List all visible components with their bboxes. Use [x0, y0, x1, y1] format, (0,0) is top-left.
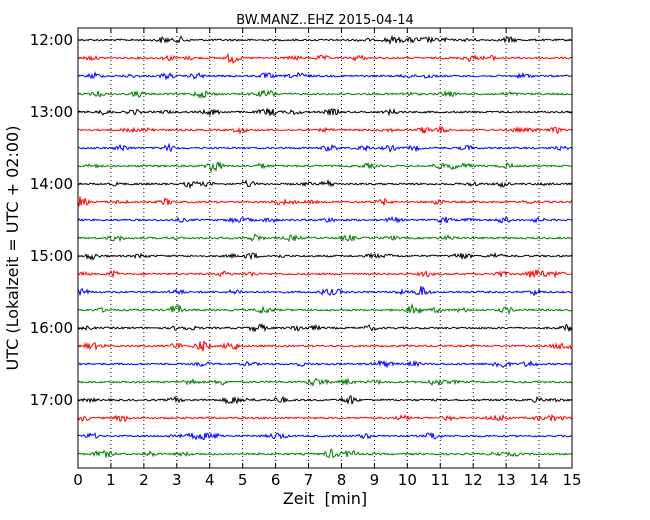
trace-1715 — [77, 413, 573, 423]
trace-1645 — [77, 377, 573, 388]
trace-1200 — [77, 34, 573, 45]
trace-1500 — [77, 251, 573, 261]
x-tick-label: 8 — [337, 471, 347, 489]
x-tick-label: 2 — [139, 471, 149, 489]
x-tick-label: 3 — [172, 471, 182, 489]
trace-1530 — [77, 285, 573, 297]
trace-1245 — [77, 89, 573, 100]
y-tick-label: 13:00 — [30, 103, 73, 121]
trace-1515 — [77, 268, 573, 279]
x-tick-label: 15 — [562, 471, 581, 489]
grid-lines — [110, 28, 540, 468]
trace-1415 — [77, 196, 573, 207]
trace-group — [77, 34, 573, 459]
trace-1700 — [77, 395, 573, 405]
trace-1745 — [77, 448, 573, 459]
x-tick-label: 10 — [398, 471, 417, 489]
x-axis-label: Zeit [min] — [283, 489, 367, 508]
trace-1230 — [77, 70, 573, 81]
x-tick-label: 11 — [431, 471, 450, 489]
x-tick-label: 9 — [370, 471, 380, 489]
trace-1315 — [77, 125, 573, 135]
y-tick-label: 15:00 — [30, 247, 73, 265]
x-tick-label: 4 — [205, 471, 215, 489]
x-tick-label: 12 — [464, 471, 483, 489]
trace-1600 — [77, 322, 573, 333]
x-tick-label: 5 — [238, 471, 248, 489]
y-axis-label: UTC (Lokalzeit = UTC + 02:00) — [3, 126, 22, 371]
x-tick-label: 1 — [106, 471, 116, 489]
y-tick-label: 12:00 — [30, 31, 73, 49]
trace-1630 — [77, 359, 573, 369]
y-tick-label: 14:00 — [30, 175, 73, 193]
x-axis-ticks: 0 1 2 3 4 5 6 7 8 9 10 11 12 13 14 15 — [73, 28, 582, 489]
trace-1430 — [77, 216, 573, 225]
trace-1730 — [77, 431, 573, 441]
x-tick-label: 14 — [530, 471, 549, 489]
x-tick-label: 6 — [271, 471, 281, 489]
trace-1215 — [77, 52, 573, 65]
trace-1330 — [77, 142, 573, 153]
y-tick-label: 16:00 — [30, 319, 73, 337]
plot-frame — [77, 27, 573, 469]
y-tick-label: 17:00 — [30, 391, 73, 409]
trace-1300 — [77, 107, 573, 117]
trace-1445 — [77, 233, 573, 243]
y-axis-ticks: 12:00 13:00 14:00 15:00 16:00 17:00 — [30, 31, 572, 409]
x-tick-label: 0 — [73, 471, 83, 489]
trace-1545 — [77, 302, 573, 315]
x-tick-label: 7 — [304, 471, 314, 489]
x-tick-label: 13 — [497, 471, 516, 489]
trace-1400 — [77, 178, 573, 190]
chart-title: BW.MANZ..EHZ 2015-04-14 — [236, 13, 414, 28]
trace-1345 — [77, 160, 573, 174]
trace-1615 — [77, 340, 573, 352]
